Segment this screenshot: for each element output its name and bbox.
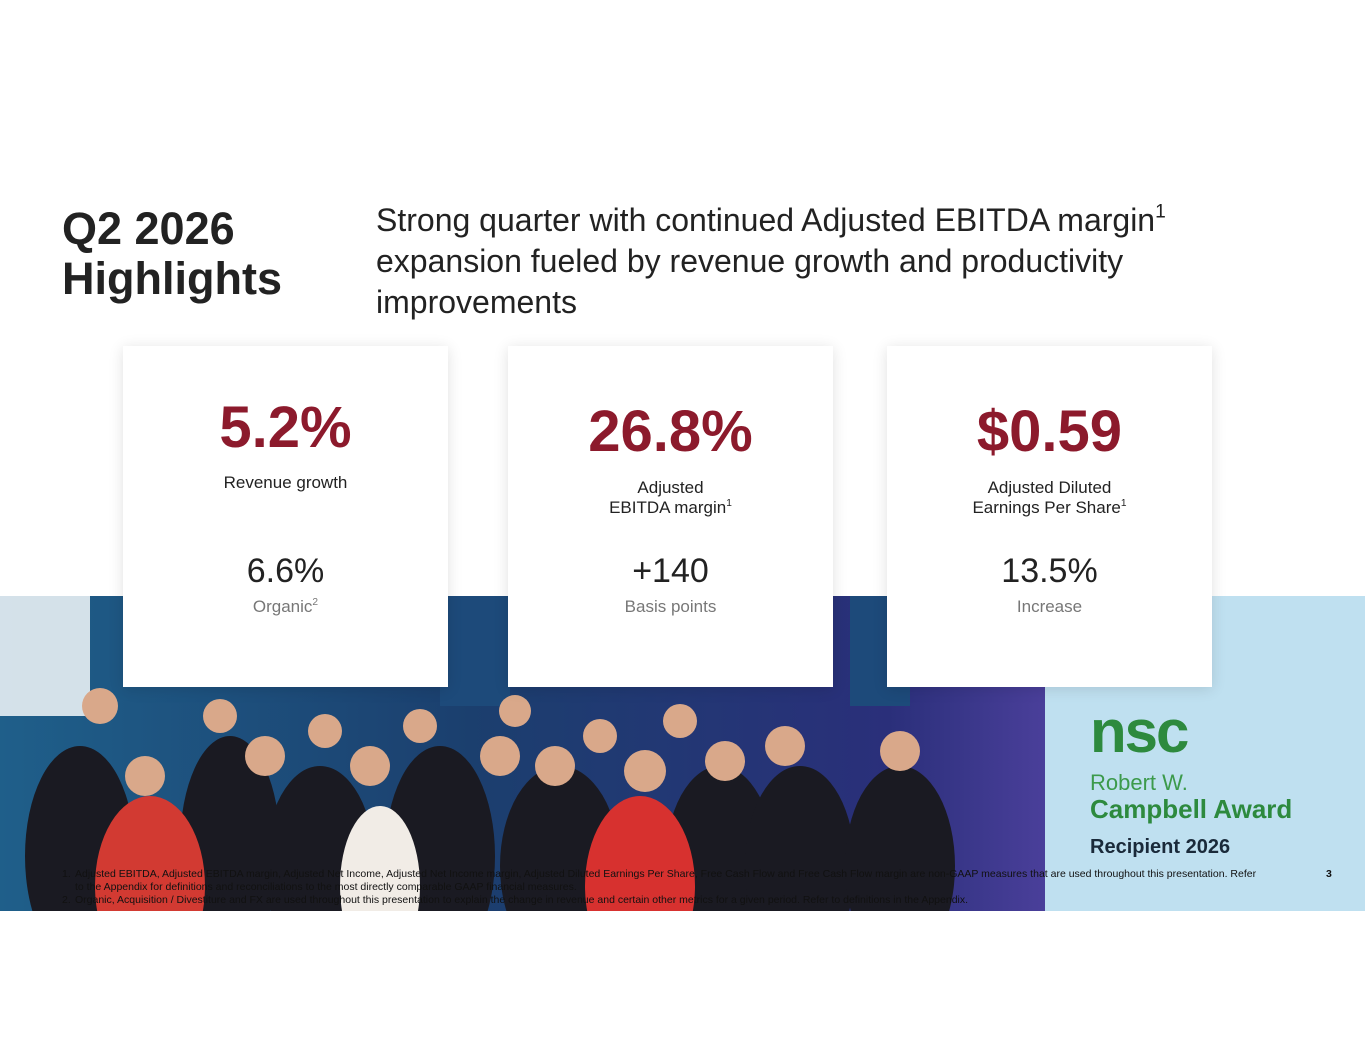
footnote-ref: 1 <box>1155 201 1166 223</box>
kpi-label: Revenue growth <box>223 473 348 492</box>
kpi-note: Organic2 <box>123 597 448 617</box>
kpi-card: $0.59 Adjusted Diluted Earnings Per Shar… <box>887 346 1212 687</box>
kpi-value: 5.2% <box>219 395 352 460</box>
label-line: Adjusted <box>637 478 704 497</box>
kpi-label: Adjusted Diluted Earnings Per Share1 <box>887 478 1212 518</box>
slide-title: Q2 2026 Highlights <box>62 204 282 304</box>
award-logo: nsc <box>1090 698 1189 765</box>
award-recipient: Recipient 2026 <box>1090 836 1231 858</box>
label-line: EBITDA margin1 <box>508 498 833 518</box>
page-number: 3 <box>1326 868 1332 880</box>
footnote-ref: 1 <box>726 497 732 509</box>
label-text: EBITDA margin <box>609 498 727 517</box>
footnote: 2. Organic, Acquisition / Divestiture and… <box>62 894 1262 907</box>
label-text: Earnings Per Share <box>972 498 1121 517</box>
footnotes: 1. Adjusted EBITDA, Adjusted EBITDA margi… <box>62 868 1262 907</box>
award-title: Campbell Award <box>1090 794 1293 824</box>
footnote-number: 2. <box>62 894 71 906</box>
footnote-text: Adjusted EBITDA, Adjusted EBITDA margin,… <box>75 868 1257 893</box>
title-line: Q2 2026 <box>62 203 235 254</box>
kpi-secondary: +140 <box>632 552 709 590</box>
note-text: Organic <box>252 597 313 616</box>
kpi-label: Adjusted EBITDA margin1 <box>508 478 833 518</box>
kpi-card: 5.2% Revenue growth 6.6% Organic2 <box>123 346 448 687</box>
footnote-text: Organic, Acquisition / Divestiture and F… <box>75 894 969 906</box>
kpi-value: 26.8% <box>588 399 753 464</box>
label-line: Earnings Per Share1 <box>887 498 1212 518</box>
footnote-ref: 2 <box>312 596 319 608</box>
kpi-note: Increase <box>1016 597 1083 616</box>
footnote-ref: 1 <box>1120 497 1127 509</box>
subtitle-text: expansion fueled by revenue growth and p… <box>376 243 1124 320</box>
kpi-note: Basis points <box>624 597 717 616</box>
award-name: Robert W. <box>1090 770 1188 795</box>
footnote-number: 1. <box>62 868 71 880</box>
label-line: Adjusted Diluted <box>987 478 1112 497</box>
subtitle: Strong quarter with continued Adjusted E… <box>376 200 1256 323</box>
subtitle-text: Strong quarter with continued Adjusted E… <box>376 202 1156 238</box>
footnote: 1. Adjusted EBITDA, Adjusted EBITDA margi… <box>62 868 1262 894</box>
kpi-value: $0.59 <box>976 399 1123 464</box>
kpi-secondary: 6.6% <box>246 552 325 590</box>
kpi-secondary: 13.5% <box>1001 552 1098 590</box>
title-line: Highlights <box>62 253 282 304</box>
kpi-card: 26.8% Adjusted EBITDA margin1 +140 Basis… <box>508 346 833 687</box>
